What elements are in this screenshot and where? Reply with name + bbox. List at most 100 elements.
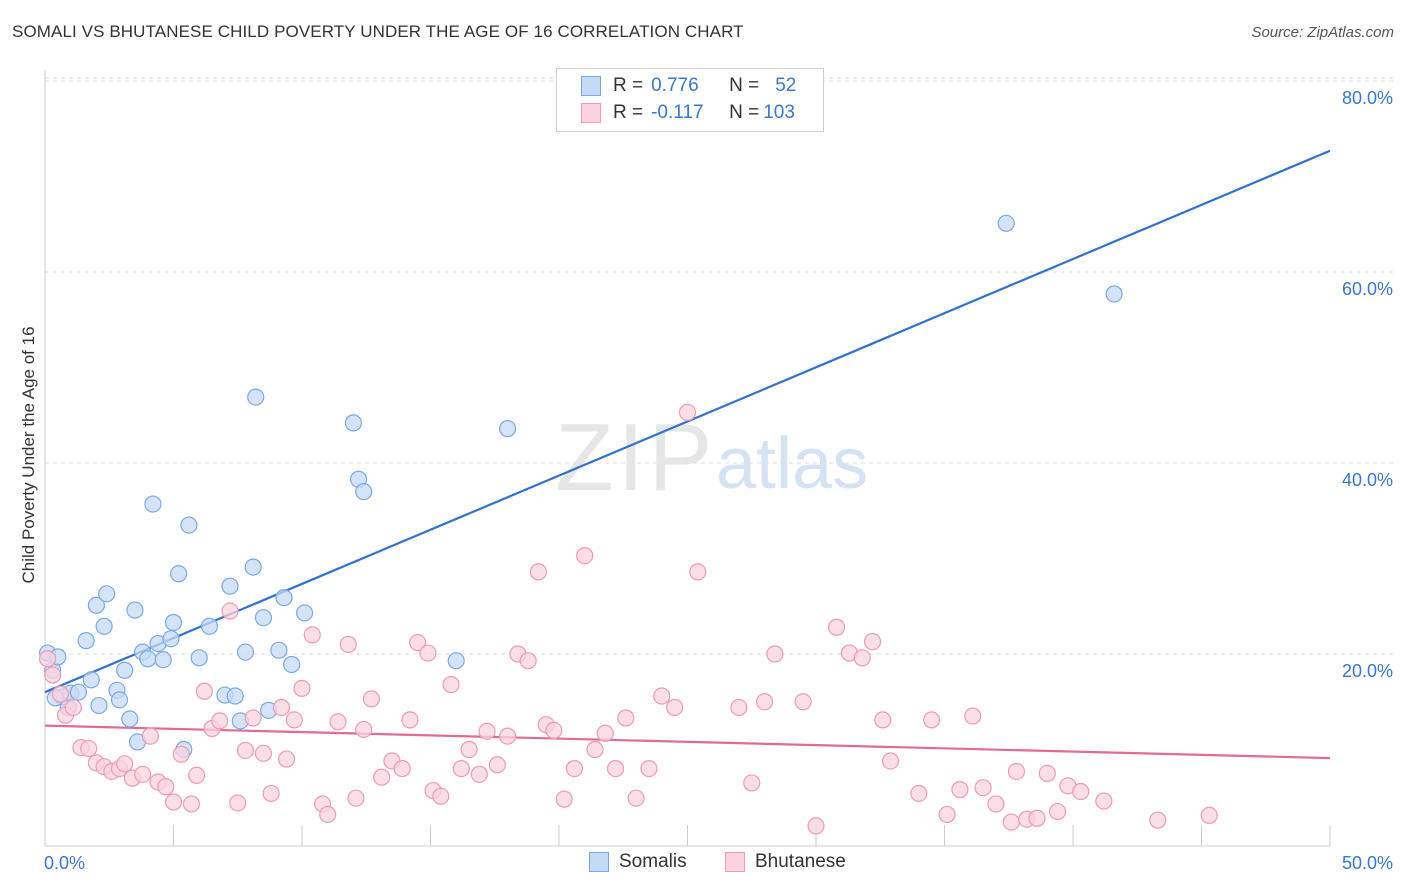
- bhutanese-point: [1200, 806, 1218, 824]
- bhutanese-point: [576, 547, 594, 565]
- somalis-point: [139, 650, 157, 668]
- bottom-legend-somalis: Somalis: [589, 851, 687, 873]
- legend-n-value: 52: [775, 75, 797, 96]
- legend-swatch-somalis: [581, 76, 601, 96]
- bhutanese-point: [442, 675, 460, 694]
- bhutanese-point: [293, 679, 311, 697]
- bhutanese-point: [244, 709, 262, 727]
- bhutanese-point: [329, 713, 347, 731]
- somalis-point: [270, 641, 288, 659]
- bhutanese-point: [1028, 809, 1046, 827]
- bhutanese-point: [1072, 782, 1090, 801]
- bhutanese-point: [617, 709, 635, 727]
- bhutanese-point: [606, 759, 625, 778]
- x-tick-label-max: 50.0%: [1342, 853, 1393, 873]
- bhutanese-point: [478, 722, 496, 740]
- bhutanese-point: [827, 618, 846, 636]
- bhutanese-point: [678, 403, 697, 421]
- somalis-point: [90, 696, 108, 715]
- bhutanese-point: [653, 687, 671, 705]
- somalis-point: [162, 630, 180, 648]
- somalis-point: [499, 420, 517, 438]
- legend-box: R = 0.776 N = 52 R = -0.117 N = 103: [556, 68, 824, 132]
- bhutanese-point: [1002, 813, 1020, 831]
- bhutanese-point: [432, 787, 450, 805]
- bhutanese-point: [355, 720, 373, 739]
- bhutanese-point: [51, 685, 70, 703]
- bhutanese-point: [188, 766, 206, 784]
- bhutanese-point: [141, 727, 159, 745]
- bhutanese-point: [419, 644, 437, 662]
- bottom-legend-label-somalis: Somalis: [619, 851, 687, 872]
- legend-n-label: N =: [729, 102, 760, 123]
- bhutanese-point: [373, 768, 391, 786]
- bhutanese-point: [182, 795, 201, 813]
- bhutanese-point: [393, 759, 411, 778]
- somalis-point: [126, 601, 144, 619]
- bhutanese-point: [303, 626, 321, 644]
- bhutanese-point: [910, 784, 928, 803]
- legend-row-bhutanese: R = -0.117 N = 103: [581, 100, 795, 126]
- bhutanese-point: [172, 745, 190, 763]
- somalis-point: [447, 652, 465, 670]
- bhutanese-point: [807, 817, 825, 835]
- chart-title: SOMALI VS BHUTANESE CHILD POVERTY UNDER …: [12, 22, 744, 41]
- bhutanese-point: [853, 649, 871, 667]
- bhutanese-point: [157, 778, 175, 796]
- bhutanese-point: [277, 750, 296, 768]
- bhutanese-point: [195, 682, 213, 700]
- legend-n-label: N =: [729, 75, 760, 96]
- bottom-legend-bhutanese: Bhutanese: [725, 851, 846, 873]
- somalis-point: [77, 632, 95, 650]
- bhutanese-point: [964, 707, 982, 725]
- somalis-point: [200, 617, 219, 635]
- legend-row-somalis: R = 0.776 N = 52: [581, 73, 796, 99]
- y-tick-label: 20.0%: [1342, 661, 1393, 681]
- bhutanese-point: [794, 693, 812, 711]
- somalis-point: [226, 687, 244, 705]
- bhutanese-point: [1038, 764, 1056, 782]
- bhutanese-point: [452, 759, 470, 778]
- bhutanese-point: [339, 635, 357, 654]
- bhutanese-point: [743, 774, 761, 792]
- bhutanese-point: [987, 795, 1005, 813]
- somalis-point: [110, 691, 129, 709]
- bhutanese-point: [974, 779, 992, 797]
- bhutanese-trend-line: [44, 724, 1331, 760]
- bhutanese-point: [951, 781, 969, 799]
- bhutanese-point: [116, 755, 134, 773]
- legend-r-label: R =: [613, 102, 644, 123]
- bhutanese-point: [874, 711, 892, 729]
- somalis-point: [344, 414, 362, 432]
- watermark-atlas: atlas: [716, 424, 868, 504]
- somalis-point: [236, 643, 255, 661]
- y-tick-label: 60.0%: [1342, 279, 1393, 299]
- bhutanese-point: [1149, 811, 1167, 829]
- axes: [44, 70, 1331, 847]
- bhutanese-point: [362, 690, 380, 708]
- bhutanese-point: [627, 789, 645, 807]
- y-tick-label: 80.0%: [1342, 88, 1393, 108]
- somalis-point: [283, 655, 301, 674]
- somalis-point: [295, 604, 314, 622]
- somalis-point: [244, 558, 262, 576]
- bhutanese-point: [863, 632, 882, 651]
- bhutanese-point: [164, 793, 183, 811]
- legend-swatch-bhutanese: [581, 103, 601, 123]
- bhutanese-point: [80, 739, 98, 758]
- bhutanese-point: [755, 693, 774, 711]
- x-tick-label-min: 0.0%: [44, 853, 85, 873]
- bhutanese-point: [881, 752, 900, 770]
- trend-lines: [44, 149, 1331, 760]
- bhutanese-point: [596, 724, 614, 742]
- bhutanese-point: [236, 741, 255, 760]
- bhutanese-point: [211, 712, 229, 730]
- bhutanese-point: [319, 805, 337, 824]
- y-tick-label: 40.0%: [1342, 470, 1393, 490]
- bhutanese-point: [401, 711, 419, 729]
- bhutanese-point: [285, 711, 303, 729]
- bhutanese-point: [545, 721, 563, 740]
- somalis-point: [121, 710, 139, 728]
- bhutanese-point: [519, 652, 537, 670]
- bhutanese-point: [555, 790, 573, 808]
